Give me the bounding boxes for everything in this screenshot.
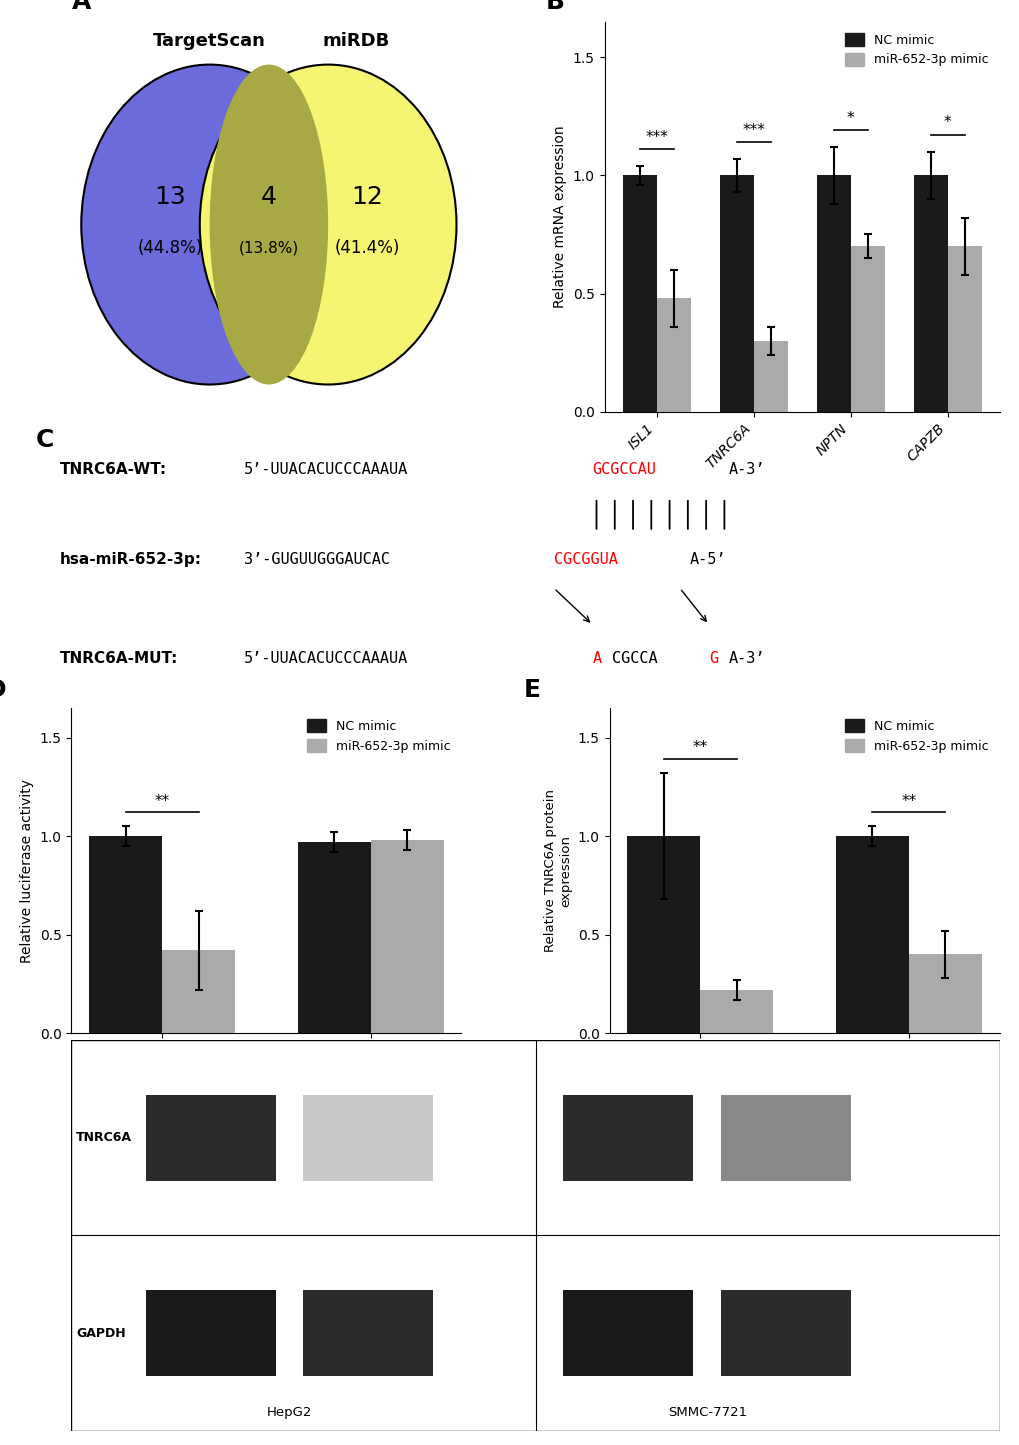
Text: A: A (592, 652, 601, 666)
Text: (13.8%): (13.8%) (238, 240, 299, 256)
Text: ***: *** (644, 130, 667, 144)
Text: C: C (36, 428, 54, 451)
Text: 5’-UUACACUCCCAAAUA: 5’-UUACACUCCCAAAUA (244, 652, 408, 666)
Bar (753, 341, 787, 412)
Bar (146, 1095, 275, 1181)
Ellipse shape (210, 65, 328, 384)
Text: CGCGGUA: CGCGGUA (553, 552, 618, 568)
Text: miRDB: miRDB (322, 32, 389, 51)
Text: 5’-UUACACUCCCAAAUA: 5’-UUACACUCCCAAAUA (244, 462, 408, 477)
Text: SMMC-7721: SMMC-7721 (667, 1406, 746, 1419)
Bar (850, 246, 883, 412)
Text: HepG2: HepG2 (267, 1406, 312, 1419)
Text: TNRC6A-MUT:: TNRC6A-MUT: (59, 652, 178, 666)
Bar (627, 837, 700, 1033)
Text: ***: *** (742, 123, 764, 137)
Legend: NC mimic, miR-652-3p mimic: NC mimic, miR-652-3p mimic (840, 27, 993, 71)
Text: *: * (846, 111, 854, 126)
Text: TNRC6A: TNRC6A (76, 1131, 131, 1144)
Text: *: * (943, 116, 951, 130)
Text: A-3’: A-3’ (728, 462, 764, 477)
Ellipse shape (82, 65, 337, 384)
Y-axis label: Relative mRNA expression: Relative mRNA expression (552, 126, 567, 308)
Legend: NC mimic, miR-652-3p mimic: NC mimic, miR-652-3p mimic (302, 714, 454, 757)
Bar (835, 837, 908, 1033)
Bar (720, 1095, 850, 1181)
Text: 4: 4 (261, 185, 276, 210)
Text: E: E (524, 678, 540, 701)
Bar (562, 1290, 693, 1376)
Text: 3’-GUGUUGGGAUCAC: 3’-GUGUUGGGAUCAC (244, 552, 389, 568)
Bar (719, 175, 753, 412)
Text: hsa-miR-652-3p:: hsa-miR-652-3p: (59, 552, 202, 568)
Text: TNRC6A-WT:: TNRC6A-WT: (59, 462, 167, 477)
Text: D: D (0, 678, 6, 701)
Text: A-5’: A-5’ (689, 552, 726, 568)
Bar (913, 175, 947, 412)
Y-axis label: Relative luciferase activity: Relative luciferase activity (20, 779, 34, 962)
Text: A-3’: A-3’ (728, 652, 764, 666)
Text: A: A (71, 0, 91, 14)
Bar (700, 990, 772, 1033)
Bar (146, 1290, 275, 1376)
Bar (908, 954, 981, 1033)
Bar (562, 1095, 693, 1181)
Bar (947, 246, 980, 412)
Bar (298, 842, 370, 1033)
Text: G: G (708, 652, 717, 666)
Bar (304, 1095, 433, 1181)
Text: GAPDH: GAPDH (76, 1327, 125, 1340)
Text: GCGCCAU: GCGCCAU (592, 462, 656, 477)
Text: CGCCA: CGCCA (611, 652, 657, 666)
Text: (44.8%): (44.8%) (138, 238, 203, 257)
Bar (720, 1290, 850, 1376)
Text: B: B (545, 0, 564, 14)
Text: 13: 13 (154, 185, 185, 210)
Bar (656, 298, 690, 412)
Bar (370, 840, 443, 1033)
Bar (304, 1290, 433, 1376)
Text: TargetScan: TargetScan (153, 32, 266, 51)
Text: **: ** (901, 793, 916, 809)
Text: **: ** (692, 740, 707, 756)
Y-axis label: Relative TNRC6A protein
expression: Relative TNRC6A protein expression (544, 789, 572, 952)
Legend: NC mimic, miR-652-3p mimic: NC mimic, miR-652-3p mimic (840, 714, 993, 757)
Text: (41.4%): (41.4%) (334, 238, 399, 257)
Text: **: ** (154, 793, 169, 809)
Bar (622, 175, 656, 412)
Bar (816, 175, 850, 412)
Ellipse shape (200, 65, 457, 384)
Bar (162, 951, 235, 1033)
Bar (89, 837, 162, 1033)
Text: 12: 12 (352, 185, 383, 210)
